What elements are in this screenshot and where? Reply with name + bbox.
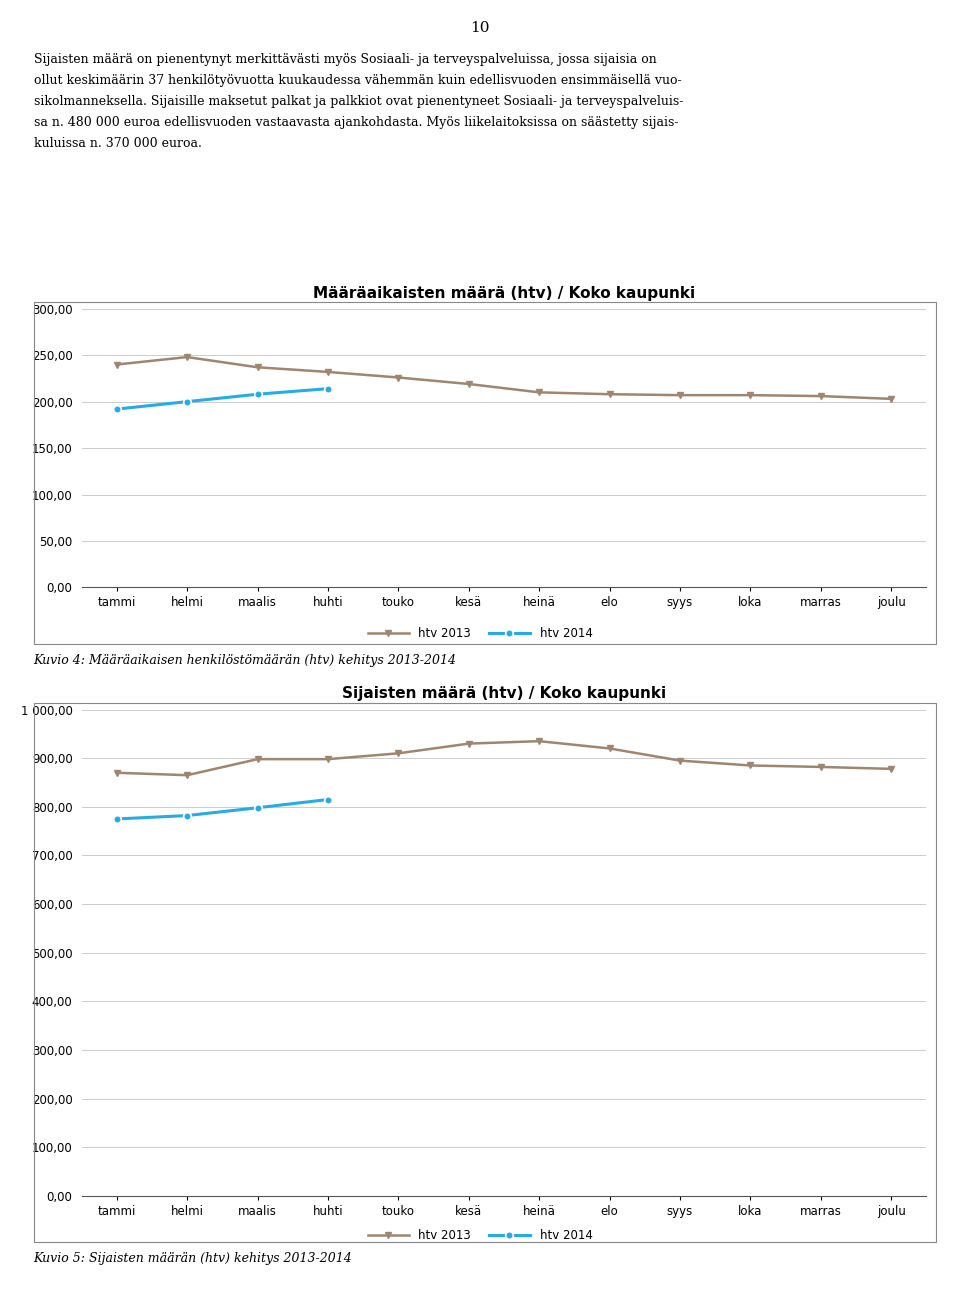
Title: Määräaikaisten määrä (htv) / Koko kaupunki: Määräaikaisten määrä (htv) / Koko kaupun… [313,285,695,301]
Text: sikolmanneksella. Sijaisille maksetut palkat ja palkkiot ovat pienentyneet Sosia: sikolmanneksella. Sijaisille maksetut pa… [34,95,683,108]
Text: 10: 10 [470,21,490,35]
Text: kuluissa n. 370 000 euroa.: kuluissa n. 370 000 euroa. [34,137,202,150]
Text: Sijaisten määrä on pienentynyt merkittävästi myös Sosiaali- ja terveyspalveluiss: Sijaisten määrä on pienentynyt merkittäv… [34,53,657,66]
Title: Sijaisten määrä (htv) / Koko kaupunki: Sijaisten määrä (htv) / Koko kaupunki [342,686,666,702]
Text: ollut keskimäärin 37 henkilötyövuotta kuukaudessa vähemmän kuin edellisvuoden en: ollut keskimäärin 37 henkilötyövuotta ku… [34,74,682,87]
Text: sa n. 480 000 euroa edellisvuoden vastaavasta ajankohdasta. Myös liikelaitoksiss: sa n. 480 000 euroa edellisvuoden vastaa… [34,116,678,129]
Legend: htv 2013, htv 2014: htv 2013, htv 2014 [363,1223,597,1247]
Text: Kuvio 5: Sijaisten määrän (htv) kehitys 2013-2014: Kuvio 5: Sijaisten määrän (htv) kehitys … [34,1252,352,1265]
Text: Kuvio 4: Määräaikaisen henkilöstömäärän (htv) kehitys 2013-2014: Kuvio 4: Määräaikaisen henkilöstömäärän … [34,654,457,668]
Legend: htv 2013, htv 2014: htv 2013, htv 2014 [363,623,597,645]
